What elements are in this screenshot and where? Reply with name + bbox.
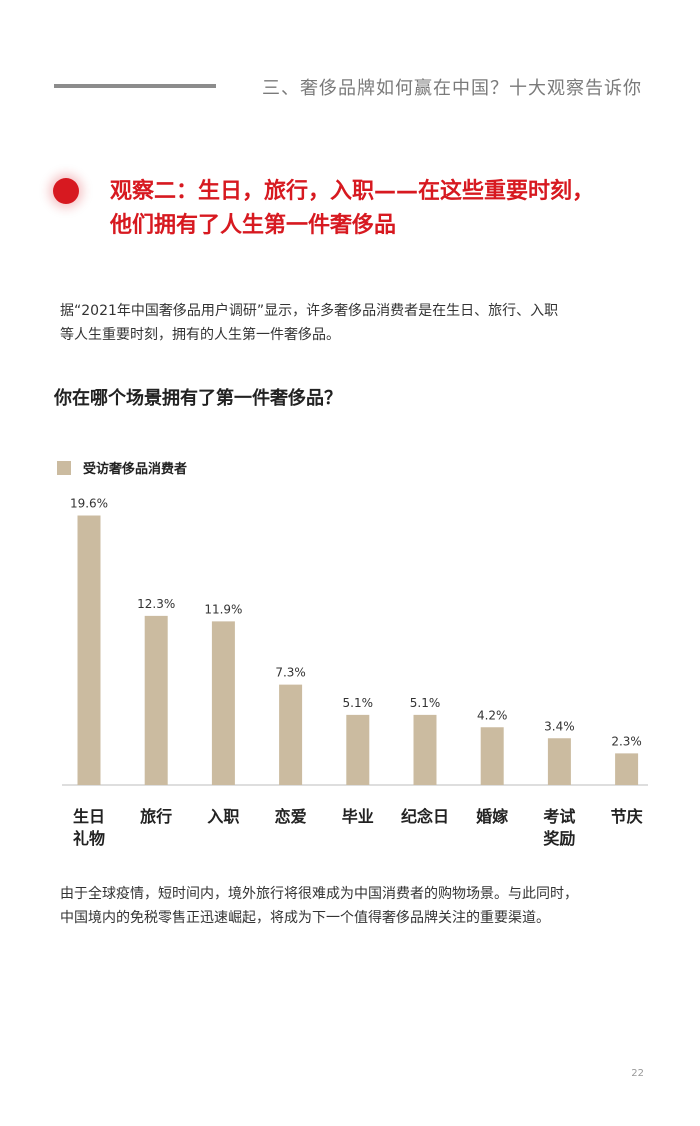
observation-heading-line2: 他们拥有了人生第一件奢侈品 [110,213,397,238]
category-label: 毕业 [341,807,374,826]
category-label: 旅行 [140,807,173,826]
observation-heading-line1: 观察二：生日，旅行，入职——在这些重要时刻， [110,179,595,204]
bar-value-label: 4.2% [477,708,508,722]
section-title: 三、奢侈品牌如何赢在中国？十大观察告诉你 [262,78,642,99]
bar-chart: 19.6% 12.3% 11.9% 7.3% 5.1% 5.1% 4.2% 3.4% 2.3% [62,497,648,786]
bar [144,615,168,785]
bar [547,738,571,785]
header-rule [54,84,216,88]
bar-value-label: 3.4% [544,719,575,733]
bar-value-label: 2.3% [611,734,642,748]
bar [279,684,303,785]
bar-value-label: 5.1% [410,696,441,710]
chart-legend: 受访奢侈品消费者 [57,458,187,477]
legend-swatch [57,460,71,475]
legend-label: 受访奢侈品消费者 [83,462,188,477]
outro-paragraph: 由于全球疫情，短时间内，境外旅行将很难成为中国消费者的购物场景。与此同时， 中国… [60,882,660,930]
category-label: 婚嫁 [476,807,509,826]
bar [77,515,101,785]
bar [211,621,235,785]
category-label: 入职 [207,807,240,826]
page-number: 22 [631,1068,644,1079]
category-label: 纪念日 [400,807,449,826]
bar-value-label: 7.3% [275,666,306,680]
bar [413,714,437,785]
bar [615,753,639,785]
observation-heading: 观察二：生日，旅行，入职——在这些重要时刻， 他们拥有了人生第一件奢侈品 [110,175,594,243]
outro-line1: 由于全球疫情，短时间内，境外旅行将很难成为中国消费者的购物场景。与此同时， [60,886,578,902]
bar-value-label: 11.9% [204,602,242,616]
bar-value-label: 5.1% [343,696,374,710]
category-label: 恋爱 [274,807,307,826]
intro-line2: 等人生重要时刻，拥有的人生第一件奢侈品。 [60,327,340,343]
outro-line2: 中国境内的免税零售正迅速崛起，将成为下一个值得奢侈品牌关注的重要渠道。 [60,910,550,926]
intro-line1: 据“2021年中国奢侈品用户调研”显示，许多奢侈品消费者是在生日、旅行、入职 [60,303,559,319]
bar [480,727,504,785]
bar [346,714,370,785]
red-dot-icon [53,178,79,204]
category-label: 考试 奖励 [543,807,576,848]
intro-paragraph: 据“2021年中国奢侈品用户调研”显示，许多奢侈品消费者是在生日、旅行、入职 等… [60,299,650,347]
bar-value-label: 12.3% [137,597,175,611]
category-label: 节庆 [610,807,643,826]
bar-value-label: 19.6% [70,497,108,511]
chart-question: 你在哪个场景拥有了第一件奢侈品？ [54,388,342,409]
category-label: 生日 礼物 [72,807,105,848]
